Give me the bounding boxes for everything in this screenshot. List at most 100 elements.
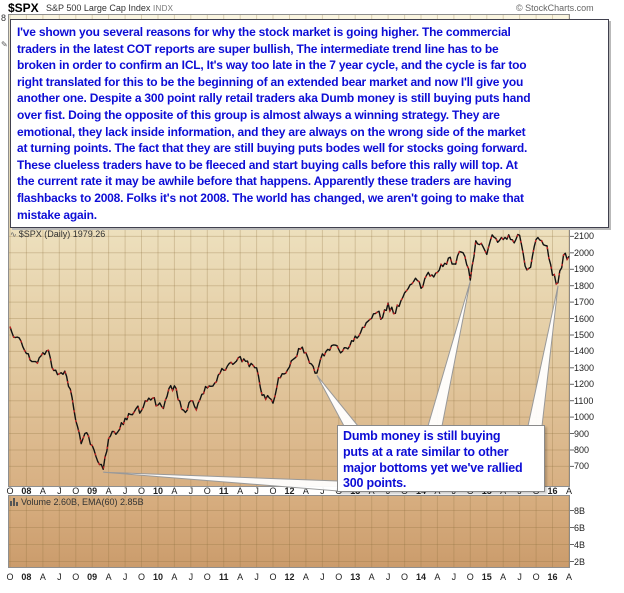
x-axis-label: O (203, 486, 211, 496)
x-axis-label: O (203, 572, 211, 582)
x-axis-label: J (254, 572, 259, 582)
x-axis-label: 14 (415, 572, 427, 582)
commentary-line: mistake again. (17, 207, 97, 222)
x-axis-label: A (302, 572, 309, 582)
x-axis-label: O (466, 572, 474, 582)
x-axis-label: O (532, 572, 540, 582)
price-axis-label: 1800 (574, 280, 595, 291)
clipped-scale-digit: 8 (1, 13, 7, 23)
x-axis-label: O (72, 486, 80, 496)
x-axis-label: J (188, 572, 194, 582)
volume-pane (8, 495, 570, 568)
price-axis-label: 1100 (574, 395, 594, 406)
volume-bars-icon (10, 498, 18, 506)
x-axis-label: J (122, 486, 128, 496)
x-axis-label: A (434, 572, 441, 582)
x-axis-label: 12 (284, 572, 295, 582)
annotation-pencil-icon: ✎ (1, 40, 8, 49)
price-axis-label: 900 (574, 428, 590, 439)
x-axis-label: O (138, 572, 146, 582)
x-axis-label: J (122, 572, 128, 582)
price-axis-label: 800 (574, 445, 590, 455)
x-axis-label: A (171, 572, 178, 582)
commentary-line: flashbacks to 2008. Folks it's not 2008.… (17, 190, 524, 205)
x-axis-label: 10 (152, 572, 163, 582)
price-plot-icon: ∿ (10, 230, 17, 239)
price-axis-label: 1300 (574, 362, 595, 373)
price-axis-label: 1400 (574, 346, 595, 357)
volume-label: Volume 2.60B, EMA(60) 2.85B (10, 497, 144, 507)
exchange-label: INDX (153, 4, 174, 13)
x-axis-label: O (72, 572, 80, 582)
x-axis-label: J (57, 572, 62, 582)
price-axis-label: 1600 (574, 313, 595, 324)
x-axis-label: J (254, 486, 259, 496)
x-axis-label: 11 (218, 486, 229, 496)
commentary-line: another one. Despite a 300 point rally r… (17, 91, 531, 106)
commentary-line: the current rate it may be awhile before… (17, 174, 512, 189)
x-axis-label: O (6, 572, 14, 582)
price-axis-label: 1200 (574, 379, 595, 390)
x-axis-label: J (451, 572, 457, 582)
x-axis-label: 10 (152, 486, 163, 496)
chart-title: S&P 500 Large Cap Index (46, 3, 151, 13)
x-axis-label: O (138, 486, 146, 496)
x-axis-label: 09 (87, 486, 98, 496)
x-axis-label: A (105, 572, 112, 582)
x-axis-label: 08 (21, 572, 32, 582)
x-axis-label: A (237, 486, 244, 496)
x-axis-label: 08 (21, 486, 32, 496)
commentary-line: traders in the latest COT reports are su… (17, 41, 499, 56)
commentary-line: emotional, they lack inside information,… (17, 124, 526, 139)
x-axis-label: J (320, 486, 325, 496)
volume-axis-label: 2B (574, 556, 586, 567)
x-axis-label: O (269, 486, 277, 496)
x-axis-label: J (385, 572, 391, 582)
x-axis-label: 16 (547, 486, 558, 496)
x-axis-label: J (320, 572, 325, 582)
x-axis-label: A (500, 572, 507, 582)
x-axis-bottom-row: O 08 A J O 09 A J O 10 A J O 11 A J O 12 A J O 13 A J O 14 A J O 15 A J… (0, 572, 624, 583)
x-axis-label: 16 (547, 572, 558, 582)
price-axis-label: 1500 (574, 330, 595, 340)
price-axis-label: 2100 (574, 231, 595, 242)
x-axis-label: A (565, 572, 572, 582)
x-axis-label: O (6, 486, 14, 496)
price-axis-label: 1700 (574, 297, 595, 308)
commentary-line: These clueless traders have to be fleece… (17, 157, 518, 172)
x-axis-label: A (237, 572, 244, 582)
commentary-line: at turning points. The fact that they ar… (17, 141, 528, 156)
volume-label-text: Volume 2.60B, EMA(60) 2.85B (21, 497, 144, 507)
volume-axis-label: 6B (574, 522, 586, 533)
x-axis-label: A (39, 572, 46, 582)
price-axis-label: 1000 (574, 412, 595, 423)
x-axis-label: 15 (481, 572, 492, 582)
x-axis-label: A (368, 572, 375, 582)
commentary-line: I've shown you several reasons for why t… (17, 25, 511, 39)
x-axis-label: 13 (350, 572, 361, 582)
chart-symbol: $SPX (8, 1, 39, 15)
x-axis-label: A (105, 486, 112, 496)
x-axis-label: O (335, 572, 343, 582)
callout-line: puts at a rate similar to other (343, 444, 509, 459)
x-axis-label: A (565, 486, 572, 496)
x-axis-label: 09 (87, 572, 98, 582)
price-axis-label: 1900 (574, 264, 595, 275)
commentary-line: right translated for this to be the begi… (17, 74, 524, 89)
commentary-annotation-box: I've shown you several reasons for why t… (10, 19, 609, 228)
series-label: ∿ $SPX (Daily) 1979.26 (10, 229, 105, 239)
price-axis-label: 2000 (574, 247, 595, 258)
commentary-line: over fist. Doing the opposite of this gr… (17, 107, 500, 122)
x-axis-label: A (39, 486, 46, 496)
x-axis-label: A (171, 486, 178, 496)
copyright-label: © StockCharts.com (516, 3, 594, 13)
volume-axis-label: 4B (574, 539, 586, 550)
x-axis-label: O (401, 572, 409, 582)
x-axis-label: J (57, 486, 62, 496)
callout-line: Dumb money is still buying (343, 429, 501, 443)
x-axis-label: 12 (284, 486, 295, 496)
x-axis-label: J (517, 572, 522, 582)
callout-annotation-box: Dumb money is still buying puts at a rate… (337, 425, 545, 492)
x-axis-label: A (302, 486, 309, 496)
